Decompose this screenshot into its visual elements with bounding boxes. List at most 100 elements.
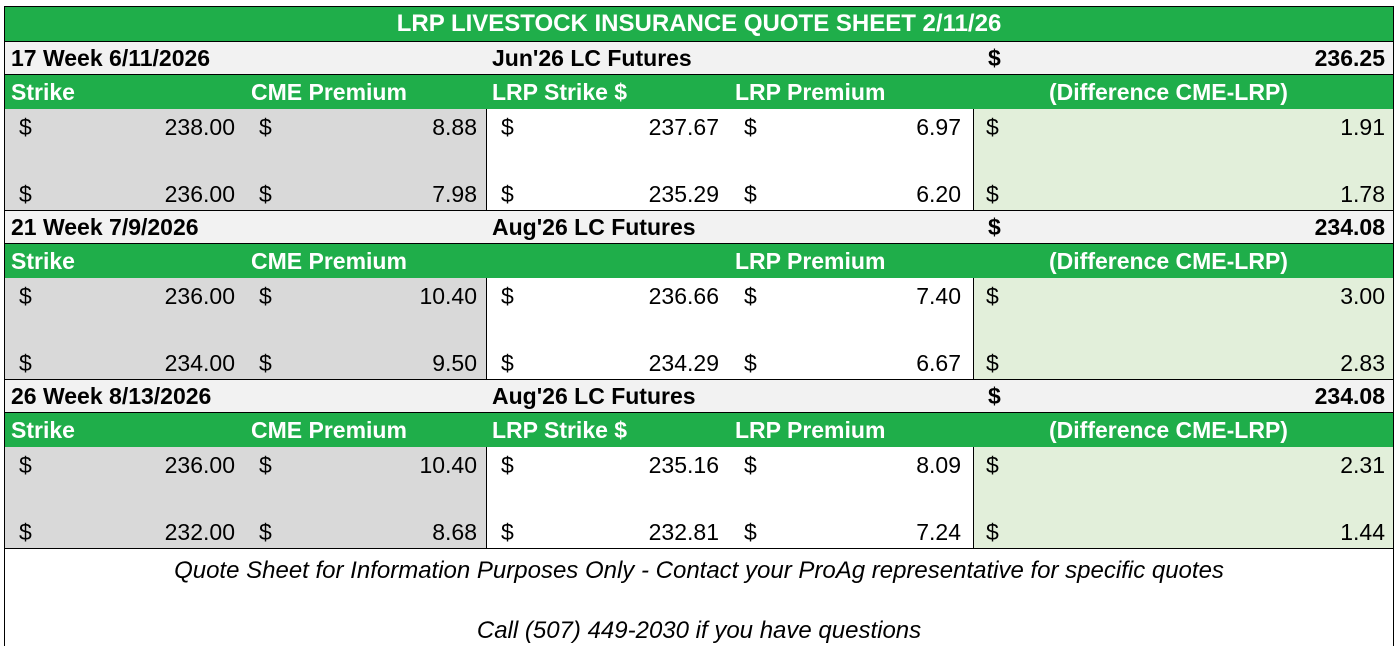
difference-currency: $ bbox=[986, 181, 999, 207]
cme-premium-value: 8.88 bbox=[432, 114, 477, 140]
col-cme-premium: CME Premium bbox=[251, 248, 407, 274]
strike-currency: $ bbox=[19, 452, 32, 478]
lrp-strike-currency: $ bbox=[501, 519, 514, 545]
lrp-premium-value: 8.09 bbox=[916, 452, 961, 478]
lrp-strike-currency: $ bbox=[501, 452, 514, 478]
strike-value: 236.00 bbox=[164, 181, 235, 207]
lrp-strike-value: 235.16 bbox=[648, 452, 719, 478]
cme-premium-value: 9.50 bbox=[432, 350, 477, 376]
lrp-premium-value: 7.24 bbox=[916, 519, 961, 545]
block-header: 26 Week 8/13/2026 Aug'26 LC Futures $ 23… bbox=[5, 379, 1393, 413]
footer: Quote Sheet for Information Purposes Onl… bbox=[5, 548, 1393, 646]
difference-currency: $ bbox=[986, 350, 999, 376]
col-cme-premium: CME Premium bbox=[251, 417, 407, 443]
column-header-row: Strike CME Premium LRP Strike $ LRP Prem… bbox=[5, 413, 1393, 447]
difference-value: 2.83 bbox=[1340, 350, 1385, 376]
cme-premium-currency: $ bbox=[259, 114, 272, 140]
futures-price: 236.25 bbox=[1314, 45, 1385, 71]
lrp-strike-value: 236.66 bbox=[648, 283, 719, 309]
lrp-premium-value: 6.97 bbox=[916, 114, 961, 140]
lrp-premium-value: 7.40 bbox=[916, 283, 961, 309]
lrp-premium-currency: $ bbox=[744, 181, 757, 207]
col-cme-premium: CME Premium bbox=[251, 79, 407, 105]
lrp-premium-currency: $ bbox=[744, 519, 757, 545]
disclaimer-text: Quote Sheet for Information Purposes Onl… bbox=[174, 557, 1224, 584]
cme-premium-currency: $ bbox=[259, 452, 272, 478]
quote-sheet: LRP LIVESTOCK INSURANCE QUOTE SHEET 2/11… bbox=[4, 6, 1394, 646]
cme-premium-currency: $ bbox=[259, 181, 272, 207]
cme-premium-currency: $ bbox=[259, 519, 272, 545]
cme-premium-value: 10.40 bbox=[419, 283, 477, 309]
futures-contract: Jun'26 LC Futures bbox=[492, 45, 692, 71]
strike-value: 238.00 bbox=[164, 114, 235, 140]
futures-contract: Aug'26 LC Futures bbox=[492, 214, 696, 240]
block-body: $ 236.00 $ 10.40 $ 236.66 $ 7.40 $ 3.00 … bbox=[5, 278, 1393, 379]
lrp-strike-currency: $ bbox=[501, 283, 514, 309]
difference-currency: $ bbox=[986, 283, 999, 309]
lrp-strike-value: 235.29 bbox=[648, 181, 719, 207]
cme-premium-value: 8.68 bbox=[432, 519, 477, 545]
difference-value: 3.00 bbox=[1340, 283, 1385, 309]
block-body: $ 238.00 $ 8.88 $ 237.67 $ 6.97 $ 1.91 $… bbox=[5, 109, 1393, 210]
cme-premium-value: 7.98 bbox=[432, 181, 477, 207]
sheet-title: LRP LIVESTOCK INSURANCE QUOTE SHEET 2/11… bbox=[5, 7, 1393, 41]
difference-value: 1.44 bbox=[1340, 519, 1385, 545]
futures-price: 234.08 bbox=[1314, 383, 1385, 409]
strike-currency: $ bbox=[19, 350, 32, 376]
lrp-strike-currency: $ bbox=[501, 114, 514, 140]
block-header: 21 Week 7/9/2026 Aug'26 LC Futures $ 234… bbox=[5, 210, 1393, 244]
lrp-premium-currency: $ bbox=[744, 283, 757, 309]
strike-value: 232.00 bbox=[164, 519, 235, 545]
cme-premium-value: 10.40 bbox=[419, 452, 477, 478]
col-strike: Strike bbox=[11, 248, 75, 274]
col-difference: (Difference CME-LRP) bbox=[1049, 417, 1288, 443]
difference-currency: $ bbox=[986, 452, 999, 478]
strike-value: 236.00 bbox=[164, 283, 235, 309]
col-lrp-premium: LRP Premium bbox=[735, 417, 886, 443]
strike-currency: $ bbox=[19, 519, 32, 545]
lrp-strike-value: 237.67 bbox=[648, 114, 719, 140]
futures-currency: $ bbox=[988, 45, 1001, 71]
strike-value: 234.00 bbox=[164, 350, 235, 376]
block-body: $ 236.00 $ 10.40 $ 235.16 $ 8.09 $ 2.31 … bbox=[5, 447, 1393, 548]
cme-premium-currency: $ bbox=[259, 350, 272, 376]
column-header-row: Strike CME Premium LRP Premium (Differen… bbox=[5, 244, 1393, 278]
strike-value: 236.00 bbox=[164, 452, 235, 478]
col-strike: Strike bbox=[11, 79, 75, 105]
quote-block-26-week: 26 Week 8/13/2026 Aug'26 LC Futures $ 23… bbox=[5, 379, 1393, 548]
difference-value: 1.78 bbox=[1340, 181, 1385, 207]
period-label: 17 Week 6/11/2026 bbox=[11, 45, 211, 71]
column-header-row: Strike CME Premium LRP Strike $ LRP Prem… bbox=[5, 75, 1393, 109]
lrp-premium-value: 6.67 bbox=[916, 350, 961, 376]
col-difference: (Difference CME-LRP) bbox=[1049, 79, 1288, 105]
lrp-premium-value: 6.20 bbox=[916, 181, 961, 207]
lrp-strike-value: 234.29 bbox=[648, 350, 719, 376]
period-label: 21 Week 7/9/2026 bbox=[11, 214, 199, 240]
lrp-premium-currency: $ bbox=[744, 350, 757, 376]
col-lrp-strike: LRP Strike $ bbox=[492, 417, 628, 443]
lrp-premium-currency: $ bbox=[744, 114, 757, 140]
futures-currency: $ bbox=[988, 214, 1001, 240]
col-lrp-premium: LRP Premium bbox=[735, 248, 886, 274]
col-strike: Strike bbox=[11, 417, 75, 443]
col-difference: (Difference CME-LRP) bbox=[1049, 248, 1288, 274]
futures-price: 234.08 bbox=[1314, 214, 1385, 240]
strike-currency: $ bbox=[19, 283, 32, 309]
quote-block-21-week: 21 Week 7/9/2026 Aug'26 LC Futures $ 234… bbox=[5, 210, 1393, 379]
futures-contract: Aug'26 LC Futures bbox=[492, 383, 696, 409]
col-lrp-strike: LRP Strike $ bbox=[492, 79, 628, 105]
difference-currency: $ bbox=[986, 519, 999, 545]
quote-block-17-week: 17 Week 6/11/2026 Jun'26 LC Futures $ 23… bbox=[5, 41, 1393, 210]
cme-premium-currency: $ bbox=[259, 283, 272, 309]
lrp-strike-value: 232.81 bbox=[648, 519, 719, 545]
contact-text: Call (507) 449-2030 if you have question… bbox=[476, 617, 922, 644]
difference-value: 1.91 bbox=[1340, 114, 1385, 140]
lrp-strike-currency: $ bbox=[501, 350, 514, 376]
lrp-strike-currency: $ bbox=[501, 181, 514, 207]
period-label: 26 Week 8/13/2026 bbox=[11, 383, 212, 409]
strike-currency: $ bbox=[19, 181, 32, 207]
block-header: 17 Week 6/11/2026 Jun'26 LC Futures $ 23… bbox=[5, 41, 1393, 75]
col-lrp-premium: LRP Premium bbox=[735, 79, 886, 105]
futures-currency: $ bbox=[988, 383, 1001, 409]
difference-currency: $ bbox=[986, 114, 999, 140]
